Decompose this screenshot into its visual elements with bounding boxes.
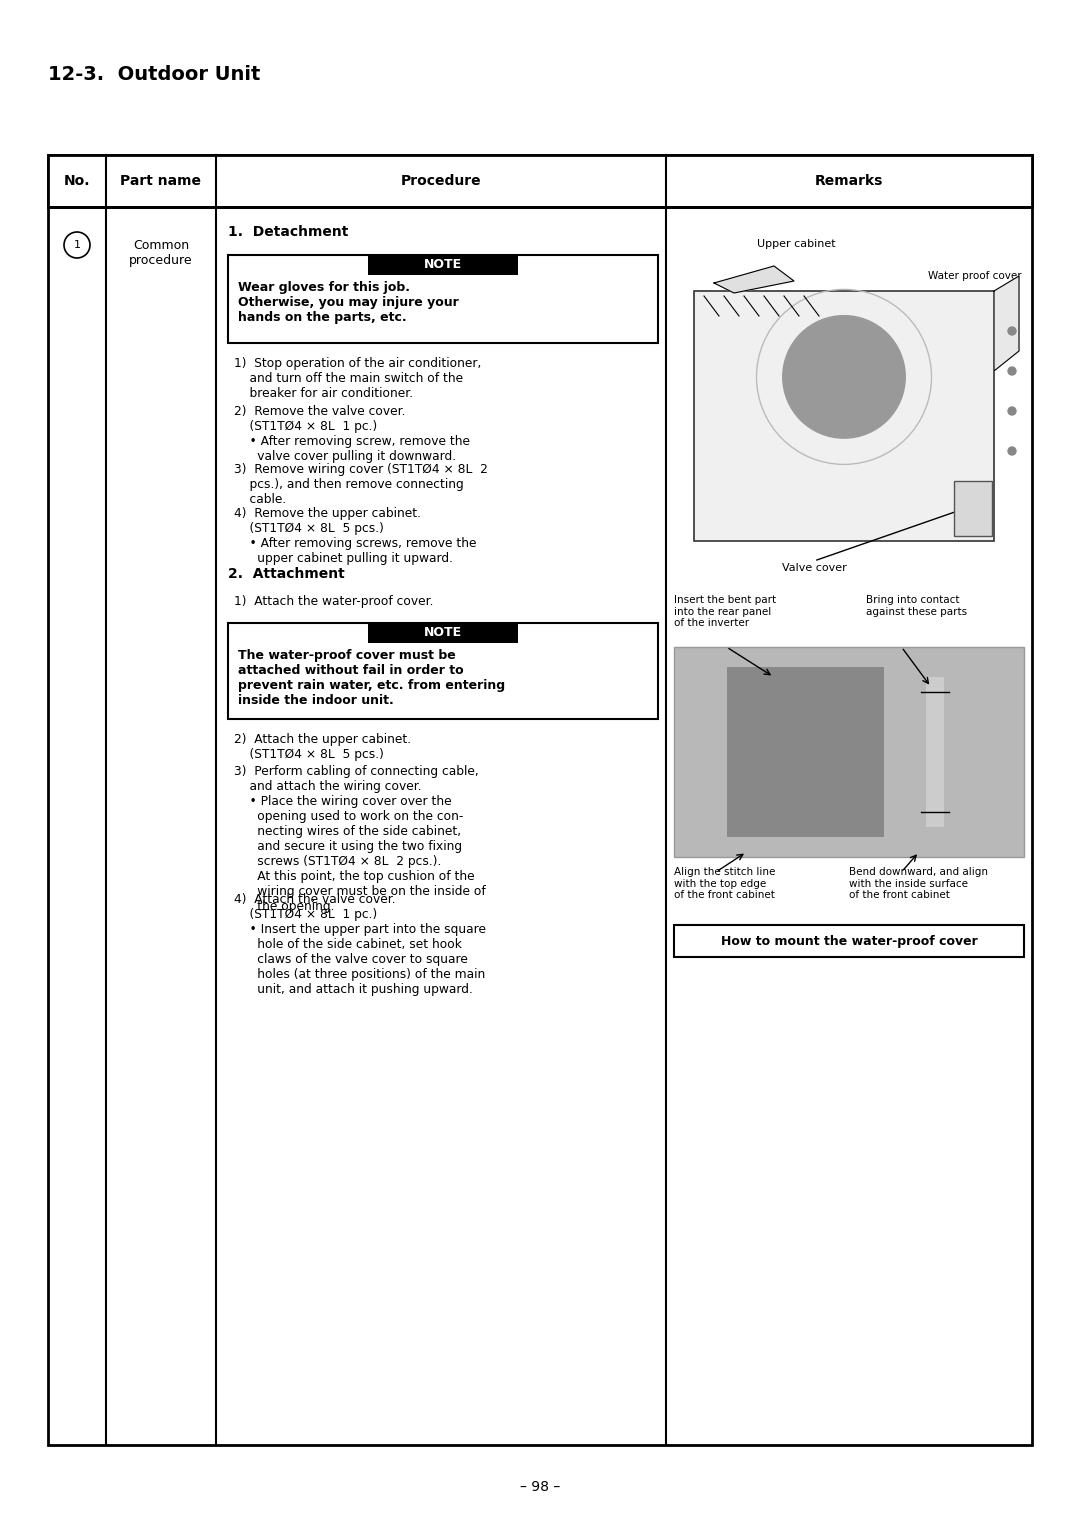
Text: Bring into contact
against these parts: Bring into contact against these parts <box>866 595 968 616</box>
Text: The water-proof cover must be
attached without fail in order to
prevent rain wat: The water-proof cover must be attached w… <box>238 650 505 708</box>
Bar <box>368 624 518 644</box>
Text: 1.  Detachment: 1. Detachment <box>228 226 349 239</box>
Circle shape <box>813 346 875 407</box>
Text: Common
procedure: Common procedure <box>130 239 193 267</box>
Circle shape <box>1008 326 1016 336</box>
Text: 3)  Perform cabling of connecting cable,
    and attach the wiring cover.
    • : 3) Perform cabling of connecting cable, … <box>234 766 486 913</box>
Text: Valve cover: Valve cover <box>782 563 847 573</box>
Text: Wear gloves for this job.
Otherwise, you may injure your
hands on the parts, etc: Wear gloves for this job. Otherwise, you… <box>238 281 459 323</box>
Bar <box>228 624 658 718</box>
Text: Part name: Part name <box>121 174 202 188</box>
Text: – 98 –: – 98 – <box>519 1479 561 1494</box>
Bar <box>727 666 885 837</box>
Text: Insert the bent part
into the rear panel
of the inverter: Insert the bent part into the rear panel… <box>674 595 777 628</box>
Text: Upper cabinet: Upper cabinet <box>757 239 836 249</box>
Polygon shape <box>994 276 1020 371</box>
Bar <box>228 255 658 343</box>
Text: 1)  Attach the water-proof cover.: 1) Attach the water-proof cover. <box>234 595 433 608</box>
Text: Bend downward, and align
with the inside surface
of the front cabinet: Bend downward, and align with the inside… <box>849 868 988 900</box>
Circle shape <box>1008 407 1016 415</box>
Text: How to mount the water-proof cover: How to mount the water-proof cover <box>720 935 977 947</box>
Text: NOTE: NOTE <box>424 259 462 271</box>
Text: Procedure: Procedure <box>401 174 482 188</box>
Text: Align the stitch line
with the top edge
of the front cabinet: Align the stitch line with the top edge … <box>674 868 775 900</box>
Text: Water proof cover: Water proof cover <box>929 271 1022 281</box>
Text: 3)  Remove wiring cover (ST1TØ4 × 8L  2
    pcs.), and then remove connecting
  : 3) Remove wiring cover (ST1TØ4 × 8L 2 pc… <box>234 464 488 506</box>
Text: 4)  Remove the upper cabinet.
    (ST1TØ4 × 8L  5 pcs.)
    • After removing scr: 4) Remove the upper cabinet. (ST1TØ4 × 8… <box>234 506 476 564</box>
Polygon shape <box>714 265 794 293</box>
Text: Remarks: Remarks <box>814 174 883 188</box>
Text: 12-3.  Outdoor Unit: 12-3. Outdoor Unit <box>48 66 260 84</box>
Text: 1)  Stop operation of the air conditioner,
    and turn off the main switch of t: 1) Stop operation of the air conditioner… <box>234 357 482 400</box>
Text: NOTE: NOTE <box>424 627 462 639</box>
Bar <box>48 156 1032 207</box>
Bar <box>954 480 993 535</box>
Text: 4)  Attach the valve cover.
    (ST1TØ4 × 8L  1 pc.)
    • Insert the upper part: 4) Attach the valve cover. (ST1TØ4 × 8L … <box>234 894 486 996</box>
Text: 2.  Attachment: 2. Attachment <box>228 567 345 581</box>
Bar <box>674 221 1024 581</box>
Bar <box>368 255 518 274</box>
Circle shape <box>1008 368 1016 375</box>
Text: 2)  Attach the upper cabinet.
    (ST1TØ4 × 8L  5 pcs.): 2) Attach the upper cabinet. (ST1TØ4 × 8… <box>234 734 411 761</box>
Circle shape <box>1008 447 1016 454</box>
Bar <box>694 291 994 541</box>
Circle shape <box>783 316 905 438</box>
Bar <box>674 926 1024 958</box>
Bar <box>48 156 1032 1446</box>
Text: 1: 1 <box>73 239 81 250</box>
Text: 2)  Remove the valve cover.
    (ST1TØ4 × 8L  1 pc.)
    • After removing screw,: 2) Remove the valve cover. (ST1TØ4 × 8L … <box>234 406 470 464</box>
Bar <box>926 677 944 827</box>
Bar <box>674 647 1024 857</box>
Text: No.: No. <box>64 174 91 188</box>
